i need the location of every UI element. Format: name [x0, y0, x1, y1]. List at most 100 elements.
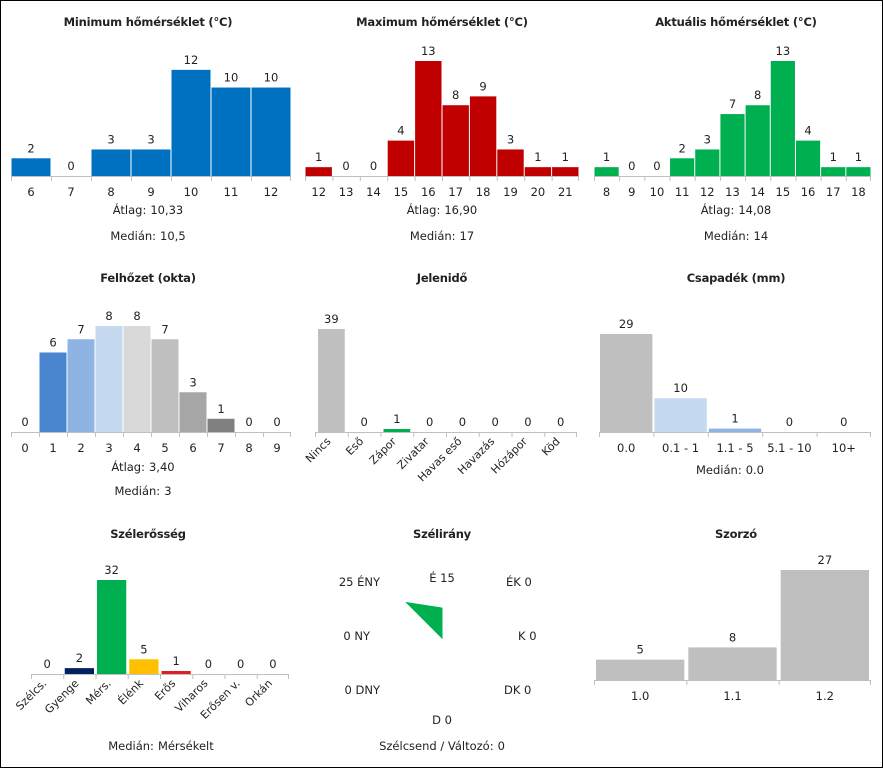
- tick-label: 13: [725, 185, 740, 199]
- data-label: 0: [237, 657, 244, 671]
- data-label: 0: [360, 415, 367, 429]
- data-label: 10: [224, 71, 239, 85]
- stat-value: 14,08: [738, 203, 772, 217]
- data-label: 3: [704, 132, 711, 146]
- tick-label: 2: [77, 441, 84, 455]
- direction-label-eny: 25 ÉNY: [339, 574, 381, 589]
- data-label: 2: [27, 141, 34, 155]
- direction-label-ek: ÉK 0: [506, 574, 532, 589]
- tick-label: 6: [27, 185, 34, 199]
- chart-precip: 29 0.0 10 0.1 - 1 1 1.1 - 5 0 5.1 - 10 0 10+: [599, 317, 871, 455]
- data-label: 13: [421, 44, 436, 58]
- stat-label: Medián:: [409, 229, 456, 243]
- tick-label: 18: [851, 185, 866, 199]
- data-label: 8: [729, 630, 736, 644]
- bar-mers: [97, 580, 127, 674]
- data-label: 0: [786, 415, 793, 429]
- tick-label: 10: [650, 185, 665, 199]
- panel-mult: Szorzó 5 1.0 8 1.1 27 1.2: [589, 513, 882, 767]
- bar-zapor: [383, 429, 411, 432]
- panel-dir: Szélirány É 15 ÉK 0 K 0 DK 0 D 0 0 DNY 0 NY 25 É…: [295, 513, 589, 767]
- data-label: 0: [245, 415, 252, 429]
- data-label: 3: [147, 132, 154, 146]
- tick-label: 14: [750, 185, 765, 199]
- tick-label: Hózápor: [488, 435, 530, 477]
- bar-5: [151, 339, 179, 432]
- stat-label: Medián:: [114, 484, 161, 498]
- data-label: 0: [628, 159, 635, 173]
- tick-label: 8: [245, 441, 252, 455]
- tick-label: 7: [67, 185, 74, 199]
- data-label: 1: [562, 150, 569, 164]
- data-label: 0: [491, 415, 498, 429]
- panel-min: Minimum hőmérséklet (°C) 2 6 0 7 3 8 3 9 12 10 10 11…: [1, 1, 295, 257]
- stat-label: Átlag:: [111, 460, 145, 474]
- data-label: 3: [107, 132, 114, 146]
- tick-label: Köd: [539, 435, 563, 459]
- stat-label: Medián:: [110, 229, 157, 243]
- chart-mult: 5 1.0 8 1.1 27 1.2: [594, 553, 871, 703]
- stat-median: Medián: 14: [636, 229, 836, 243]
- bar-10: [171, 69, 211, 176]
- chart-dir: É 15 ÉK 0 K 0 DK 0 D 0 0 DNY 0 NY 25 ÉNY: [339, 570, 537, 727]
- stat-label: Medián:: [703, 229, 750, 243]
- panel-wx: Jelenidő 39 Nincs 0 Eső 1 Zápor 0 Zivatar 0 Havas …: [295, 257, 589, 513]
- stat-value: 10,33: [150, 203, 184, 217]
- tick-label: 1.2: [816, 689, 834, 703]
- data-label: 7: [161, 322, 168, 336]
- data-label: 0: [269, 657, 276, 671]
- data-label: 0: [524, 415, 531, 429]
- tick-label: 12: [264, 185, 279, 199]
- tick-label: 20: [531, 185, 546, 199]
- stat-value: 0.0: [745, 463, 764, 477]
- bar-12: [305, 167, 332, 176]
- tick-label: 19: [503, 185, 518, 199]
- tick-label: Mérs.: [83, 677, 113, 707]
- tick-label: Erős: [152, 677, 178, 703]
- data-label: 0: [653, 159, 660, 173]
- stat-median: Medián: 10,5: [48, 229, 248, 243]
- chart-wind: 0Szélcs.2Gyenge32Mérs.5Élénk1Erős0Viharo…: [13, 563, 289, 722]
- data-label: 4: [804, 124, 811, 138]
- data-label: 7: [729, 97, 736, 111]
- tick-label: Eső: [343, 435, 366, 458]
- data-label: 0: [273, 415, 280, 429]
- bar-1-1-5: [708, 428, 762, 432]
- tick-label: 17: [826, 185, 841, 199]
- data-label: 1: [830, 150, 837, 164]
- tick-label: 9: [273, 441, 280, 455]
- bar-17: [442, 105, 469, 176]
- bar-17: [821, 167, 846, 176]
- tick-label: 0.0: [617, 441, 635, 455]
- bar-1-0: [596, 659, 685, 680]
- bar-18: [846, 167, 871, 176]
- tick-label: 16: [801, 185, 816, 199]
- bar-8: [91, 149, 131, 176]
- data-label: 10: [673, 381, 688, 395]
- tick-label: 12: [700, 185, 715, 199]
- panel-title: Jelenidő: [416, 271, 468, 285]
- tick-label: 4: [133, 441, 140, 455]
- stat-atlag: Átlag: 14,08: [636, 203, 836, 217]
- bar-9: [131, 149, 171, 176]
- stat-value: 0: [497, 739, 505, 753]
- data-label: 8: [452, 88, 459, 102]
- tick-label: 11: [675, 185, 690, 199]
- data-label: 5: [140, 642, 147, 656]
- data-label: 4: [397, 124, 404, 138]
- data-label: 1: [393, 412, 400, 426]
- data-label: 13: [776, 44, 791, 58]
- direction-label-dk: DK 0: [504, 683, 531, 697]
- bar-16: [795, 140, 821, 176]
- bar-4: [123, 326, 151, 432]
- tick-label: 15: [394, 185, 409, 199]
- bar-1-2: [780, 570, 869, 680]
- data-label: 9: [479, 79, 486, 93]
- direction-label-k: K 0: [518, 629, 537, 643]
- tick-label: 8: [603, 185, 610, 199]
- data-label: 1: [534, 150, 541, 164]
- tick-label: 18: [476, 185, 491, 199]
- tick-label: 11: [224, 185, 239, 199]
